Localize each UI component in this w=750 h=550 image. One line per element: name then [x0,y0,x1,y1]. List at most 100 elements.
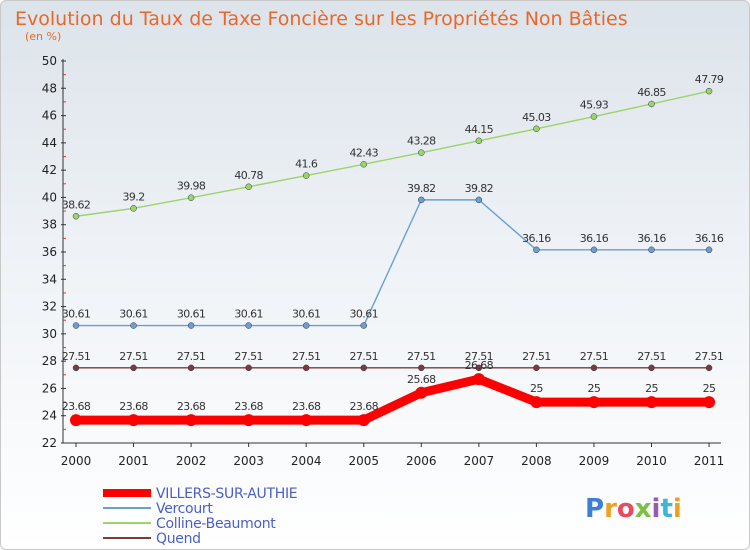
data-label: 36.16 [522,232,551,245]
data-point [357,414,370,427]
data-point [130,322,137,329]
data-point [302,172,310,179]
data-label: 27.51 [522,350,551,363]
data-label: 44.15 [465,123,494,136]
data-label: 26.68 [465,359,494,372]
logo-letter: P [585,494,604,524]
series-line [75,90,710,217]
data-label: 27.51 [695,350,724,363]
data-label: 36.16 [580,232,609,245]
data-point [648,100,655,108]
data-label: 30.61 [292,308,321,321]
data-point [302,322,310,329]
data-label: 47.79 [695,73,724,86]
data-label: 23.68 [234,400,263,413]
data-point [533,364,540,372]
data-point [705,246,713,254]
data-label: 25 [703,382,716,395]
chart-title: Evolution du Taux de Taxe Foncière sur l… [15,8,628,30]
legend: VILLERS-SUR-AUTHIEVercourtColline-Beaumo… [103,486,298,547]
data-label: 27.51 [580,350,609,363]
x-tick-label: 2005 [348,454,379,468]
y-tick-label: 38 [42,218,57,232]
data-label: 30.61 [62,308,91,321]
data-point [475,364,483,372]
data-point [533,125,540,133]
data-point [72,364,80,372]
x-tick-label: 2006 [406,454,437,468]
axes: 22 24 26 28 30 32 34 36 38 40 42 44 46 48 50 2000 2001 20… [42,54,725,468]
data-point [130,205,137,212]
data-point [245,183,252,191]
data-label: 43.28 [407,135,436,148]
y-tick-label: 40 [42,190,57,204]
data-point [185,414,198,427]
data-point [360,322,367,329]
y-tick-label: 46 [42,109,57,123]
y-tick-label: 50 [42,54,57,68]
data-point [72,213,80,220]
data-point [187,322,195,329]
logo-letter: i [652,494,661,524]
data-label: 27.51 [350,350,379,363]
data-label: 30.61 [350,308,379,321]
data-labels: 27.51 27.51 27.51 27.51 27.51 27.51 27.51 27.51… [62,73,725,413]
data-label: 39.82 [407,182,436,195]
y-tick-label: 30 [42,327,57,341]
series-line [71,374,714,425]
x-tick-label: 2008 [521,454,552,468]
data-label: 25 [530,382,543,395]
x-tick-label: 2007 [464,454,495,468]
data-label: 27.51 [465,350,494,363]
data-point [475,137,483,145]
x-tick-label: 2002 [176,454,207,468]
y-tick-label: 32 [42,300,57,314]
data-label: 27.51 [177,350,206,363]
data-label: 40.78 [234,169,263,182]
x-tick-label: 2001 [118,454,149,468]
brand-logo: Proxiti [585,494,682,524]
data-label: 23.68 [62,400,91,413]
data-point [705,87,713,95]
y-tick-label: 48 [42,81,57,95]
legend-label: Vercourt [156,501,213,517]
data-label: 36.16 [695,232,724,245]
y-tick-label: 24 [42,409,57,423]
data-label: 23.68 [350,400,379,413]
data-point [418,149,425,156]
y-tick-label: 44 [42,136,57,150]
legend-label: VILLERS-SUR-AUTHIE [156,486,297,502]
data-point [530,396,543,409]
series-points [70,87,716,427]
x-tick-label: 2000 [61,454,92,468]
data-label: 27.51 [292,350,321,363]
data-point [415,386,428,399]
data-point [703,396,716,409]
data-label: 30.61 [119,308,148,321]
x-tick-label: 2003 [233,454,264,468]
data-label: 25.68 [407,373,436,386]
y-tick-label: 26 [42,381,57,395]
series-lines [71,90,714,425]
chart-subtitle: (en %) [25,30,61,43]
data-point [72,322,80,329]
data-label: 39.82 [465,182,494,195]
data-point [245,364,252,372]
data-point [360,161,367,168]
data-point [475,196,483,204]
data-point [472,373,485,386]
data-label: 38.62 [62,198,91,211]
data-label: 25 [588,382,601,395]
data-label: 30.61 [177,308,206,321]
data-point [705,364,713,372]
x-tick-label: 2009 [579,454,610,468]
data-label: 41.6 [295,158,318,171]
data-label: 39.98 [177,180,206,193]
data-point [187,364,195,372]
logo-letter: o [617,494,635,524]
data-point [127,414,140,427]
y-tick-label: 42 [42,163,57,177]
data-label: 23.68 [119,400,148,413]
legend-label: Colline-Beaumont [156,516,276,532]
